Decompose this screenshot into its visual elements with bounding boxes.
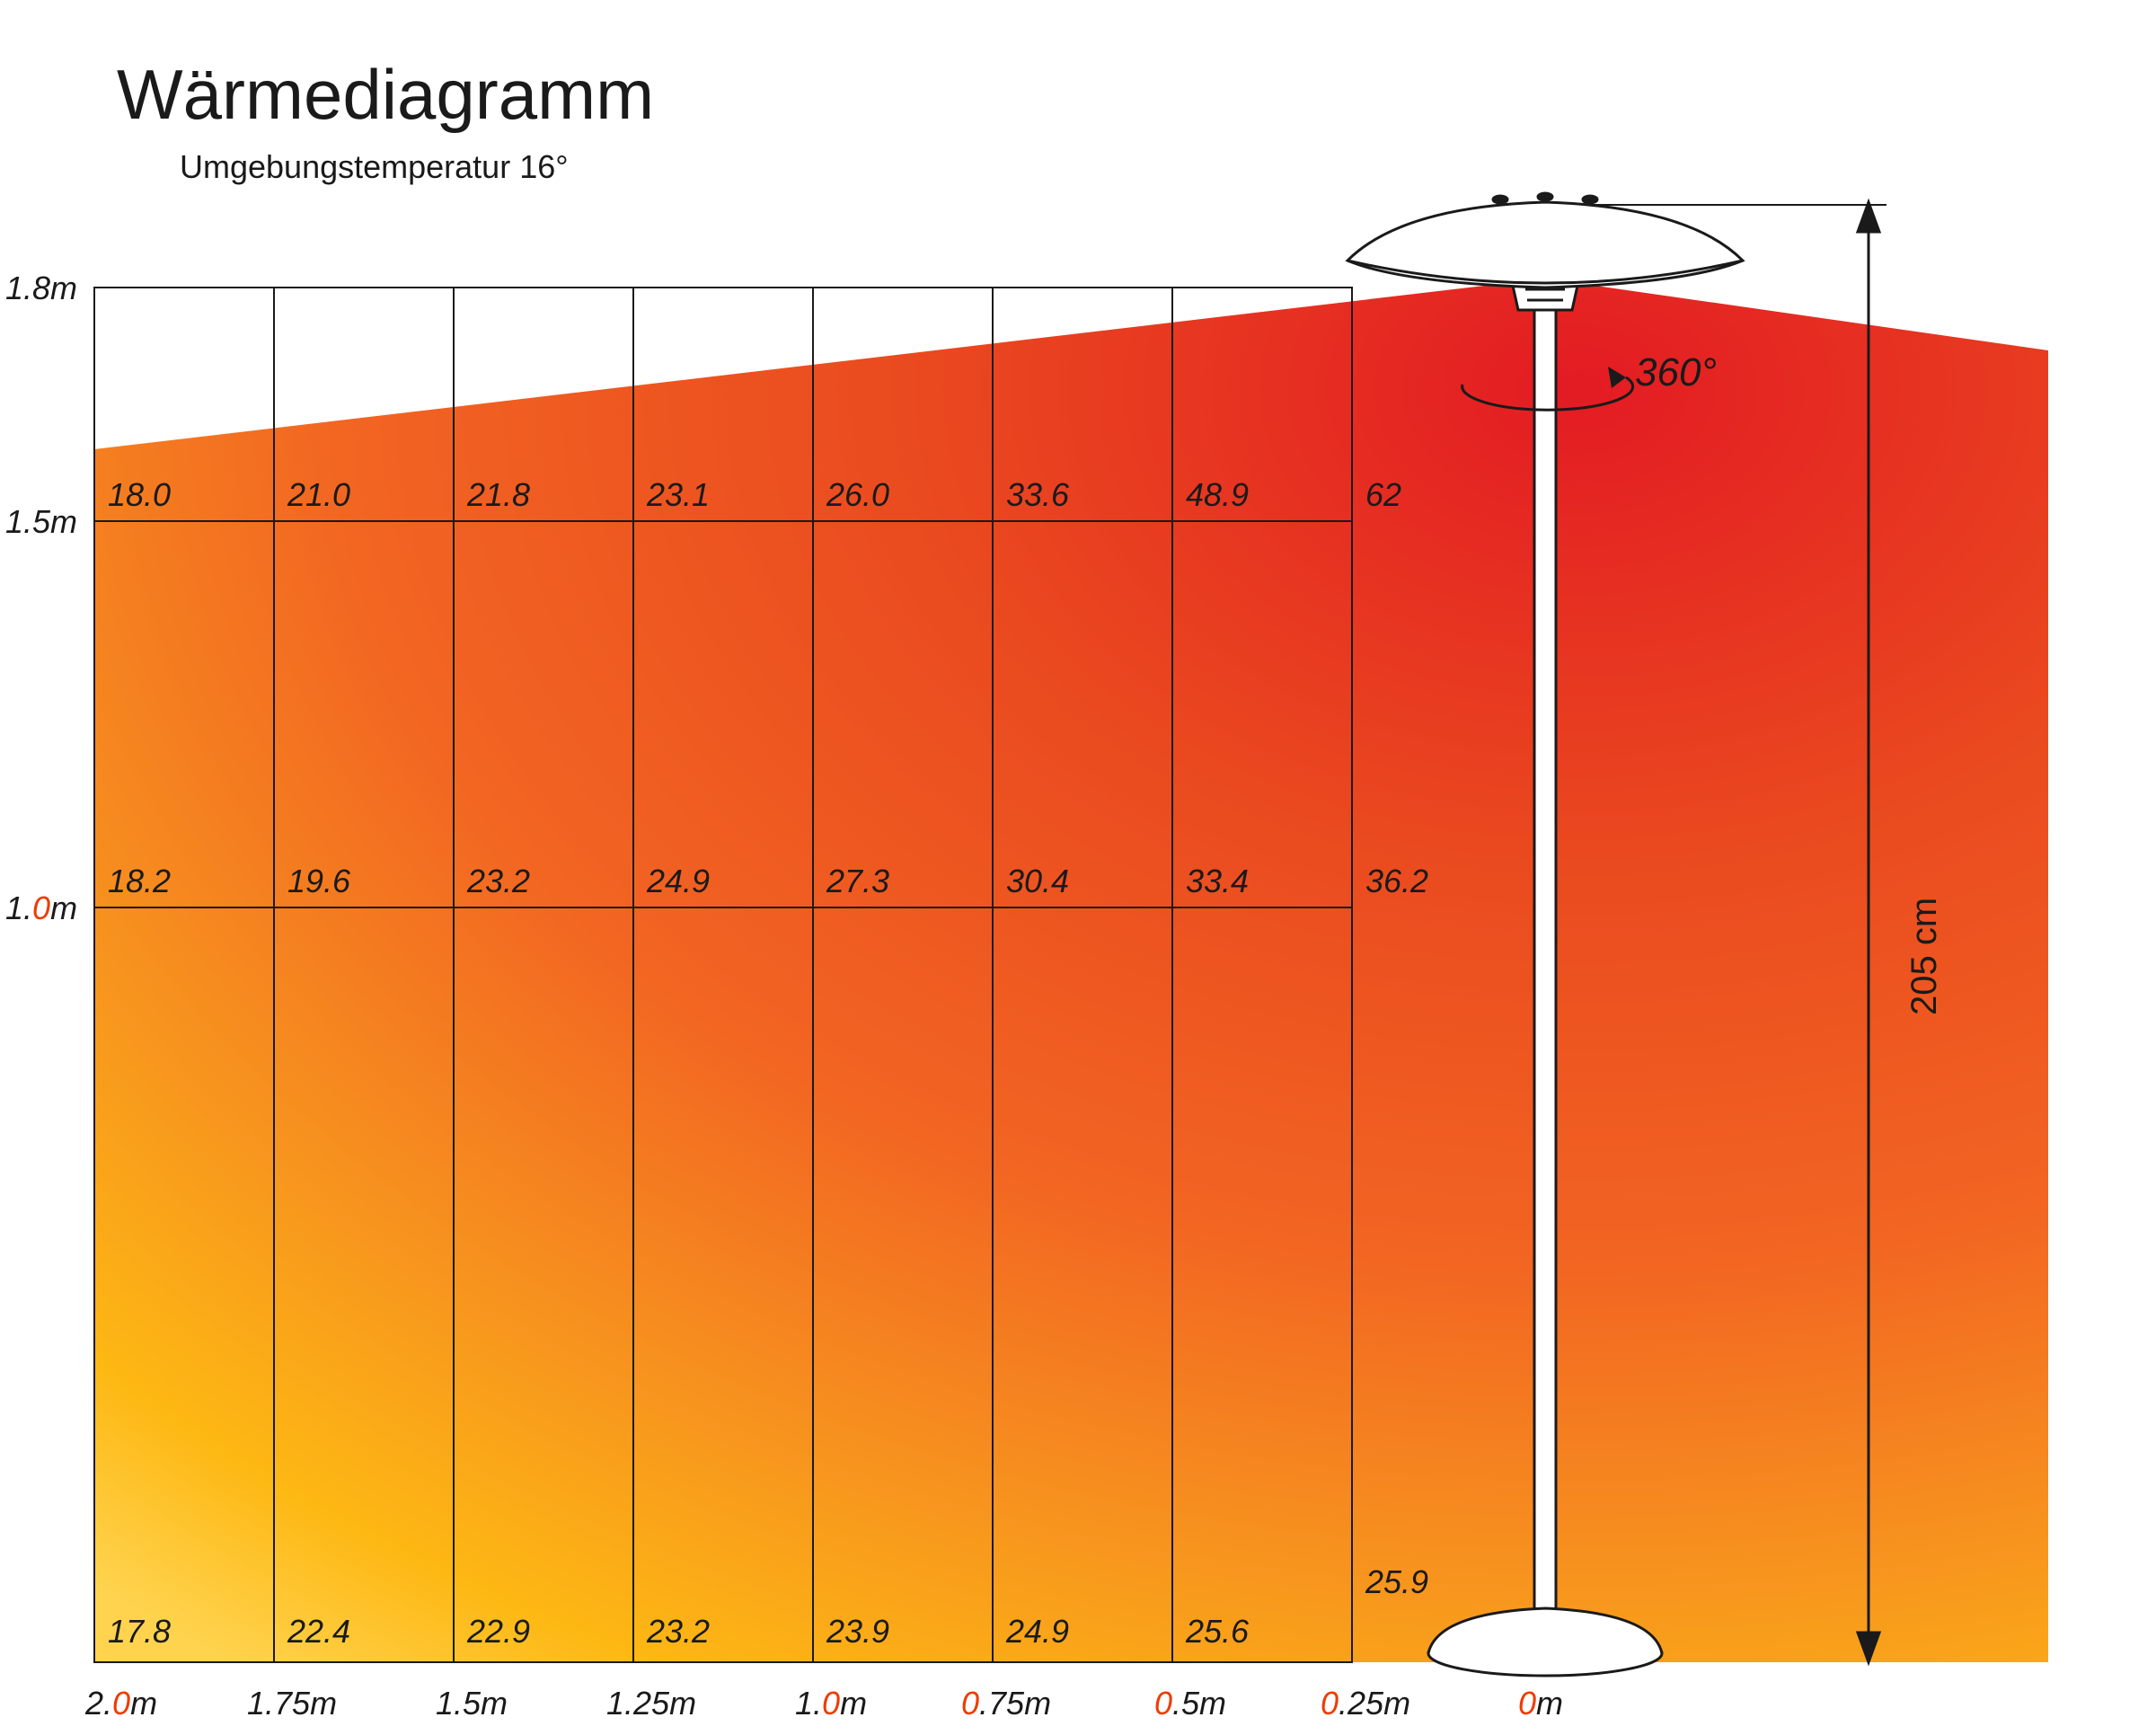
cell-r0-c0: 18.0 [108, 476, 171, 514]
cell-r1-c5: 30.4 [1006, 863, 1069, 900]
x-axis-label-6: 0.5m [1154, 1685, 1226, 1722]
rotation-label: 360° [1635, 350, 1717, 395]
cell-r1-c2: 23.2 [467, 863, 530, 900]
cell-r2-c3: 23.2 [647, 1613, 710, 1651]
cell-r0-c6: 48.9 [1186, 476, 1249, 514]
x-axis-label-1: 1.75m [247, 1685, 337, 1722]
diagram-canvas: Wärmediagramm Umgebungstemperatur 16° 1.… [0, 0, 2156, 1735]
cell-r0-c5: 33.6 [1006, 476, 1069, 514]
heat-cone [94, 279, 2048, 1662]
cell-r2-c4: 23.9 [826, 1613, 889, 1651]
cell-r1-c0: 18.2 [108, 863, 171, 900]
cell-r2-c7: 25.9 [1365, 1563, 1428, 1601]
cell-r1-c7: 36.2 [1365, 863, 1428, 900]
height-dimension-label: 205 cm [1904, 898, 1945, 1015]
diagram-subtitle: Umgebungstemperatur 16° [180, 148, 569, 186]
x-axis-label-4: 1.0m [795, 1685, 867, 1722]
cell-r0-c7: 62 [1365, 476, 1401, 514]
x-axis-label-7: 0.25m [1321, 1685, 1410, 1722]
cell-r0-c4: 26.0 [826, 476, 889, 514]
cell-r2-c5: 24.9 [1006, 1613, 1069, 1651]
cell-r0-c3: 23.1 [647, 476, 710, 514]
cell-r1-c6: 33.4 [1186, 863, 1249, 900]
cell-r2-c0: 17.8 [108, 1613, 171, 1651]
x-axis-label-2: 1.5m [436, 1685, 508, 1722]
x-axis-label-0: 2.0m [85, 1685, 157, 1722]
y-axis-label-2: 1.0m [5, 890, 77, 927]
cell-r1-c1: 19.6 [287, 863, 350, 900]
x-axis-label-5: 0.75m [961, 1685, 1051, 1722]
cell-r2-c2: 22.9 [467, 1613, 530, 1651]
cell-r2-c6: 25.6 [1186, 1613, 1249, 1651]
y-axis-label-0: 1.8m [5, 270, 77, 307]
y-axis-label-1: 1.5m [5, 503, 77, 541]
diagram-title: Wärmediagramm [117, 54, 654, 136]
x-axis-label-8: 0m [1518, 1685, 1563, 1722]
cell-r0-c1: 21.0 [287, 476, 350, 514]
cell-r1-c3: 24.9 [647, 863, 710, 900]
x-axis-label-3: 1.25m [606, 1685, 696, 1722]
cell-r1-c4: 27.3 [826, 863, 889, 900]
cell-r0-c2: 21.8 [467, 476, 530, 514]
cell-r2-c1: 22.4 [287, 1613, 350, 1651]
